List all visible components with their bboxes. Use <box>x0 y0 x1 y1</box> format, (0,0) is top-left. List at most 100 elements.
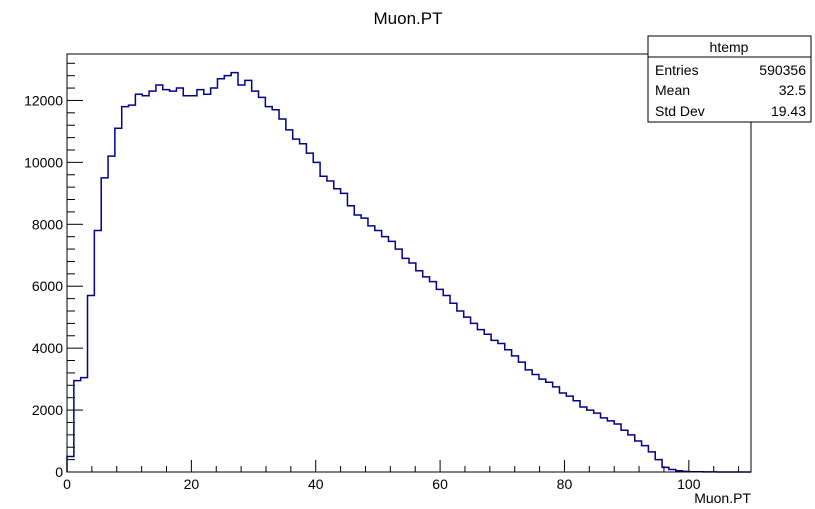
chart-title: Muon.PT <box>374 9 443 28</box>
histogram-bin <box>313 162 320 472</box>
histogram-bin <box>204 94 211 472</box>
histogram-bin <box>129 105 136 472</box>
x-tick-label: 20 <box>184 476 200 492</box>
histogram-bin <box>430 282 437 472</box>
histogram-bin <box>573 401 580 472</box>
histogram-bin <box>81 378 88 472</box>
histogram-bin <box>211 88 218 472</box>
histogram-bin <box>320 176 327 472</box>
histogram-bin <box>341 193 348 472</box>
histogram-bin <box>553 387 560 472</box>
histogram-bin <box>252 91 259 472</box>
histogram-bin <box>402 258 409 472</box>
y-tick-label: 6000 <box>32 278 63 294</box>
histogram-bin <box>505 350 512 472</box>
histogram-bin <box>388 241 395 472</box>
histogram-bin <box>512 356 519 472</box>
axes: 0 20 40 60 80 100 0 2000 4000 6000 8000 10000 12000 <box>24 62 740 492</box>
histogram-bin <box>498 344 505 472</box>
histogram-bin <box>197 90 204 472</box>
histogram-bin <box>217 79 224 472</box>
histogram-bin <box>546 382 553 472</box>
stats-label-mean: Mean <box>655 82 690 98</box>
histogram-bin <box>518 362 525 472</box>
histogram-bin <box>484 334 491 472</box>
x-tick-label: 60 <box>432 476 448 492</box>
histogram-bin <box>642 446 649 472</box>
histogram-bin <box>559 393 566 472</box>
histogram-series <box>66 71 751 473</box>
histogram-bin <box>334 189 341 472</box>
y-tick-label: 0 <box>55 464 63 480</box>
histogram-bin <box>395 249 402 472</box>
histogram-bin <box>74 381 81 472</box>
y-tick-label: 10000 <box>24 154 63 170</box>
plot-frame <box>66 53 752 473</box>
histogram-bin <box>183 96 190 472</box>
histogram-bin <box>436 289 443 472</box>
histogram-bin <box>464 317 471 472</box>
histogram-bin <box>88 296 95 472</box>
histogram-bin <box>361 218 368 472</box>
histogram-bin <box>566 396 573 472</box>
histogram-bin <box>306 153 313 472</box>
y-tick-label: 2000 <box>32 402 63 418</box>
histogram-bins <box>67 73 717 472</box>
histogram-bin <box>300 144 307 472</box>
histogram-bin <box>443 296 450 472</box>
histogram-bin <box>382 237 389 472</box>
histogram-bin <box>471 323 478 472</box>
histogram-bin <box>525 370 532 472</box>
histogram-bin <box>122 107 129 472</box>
stats-value-mean: 32.5 <box>779 82 806 98</box>
stats-box: htemp Entries 590356 Mean 32.5 Std Dev 1… <box>647 35 812 123</box>
histogram-bin <box>245 80 252 472</box>
histogram-bin <box>231 73 238 472</box>
histogram-bin <box>416 271 423 472</box>
histogram-bin <box>108 156 115 472</box>
histogram-bin <box>423 277 430 472</box>
histogram-bin <box>607 421 614 472</box>
histogram-bin <box>149 91 156 472</box>
histogram-bin <box>491 340 498 472</box>
histogram-bin <box>293 139 300 472</box>
histogram-bin <box>457 311 464 472</box>
stats-box-frame <box>647 35 812 123</box>
histogram-bin <box>190 96 197 472</box>
histogram-bin <box>409 263 416 472</box>
histogram-bin <box>94 230 101 472</box>
histogram-bin <box>580 407 587 472</box>
x-axis-label: Muon.PT <box>694 490 751 506</box>
stats-value-stddev: 19.43 <box>771 103 806 119</box>
histogram-bin <box>594 413 601 472</box>
histogram-bin <box>238 85 245 472</box>
x-tick-label: 40 <box>308 476 324 492</box>
histogram-bin <box>587 410 594 472</box>
x-tick-label: 100 <box>677 476 701 492</box>
stats-value-entries: 590356 <box>759 62 806 78</box>
histogram-bin <box>327 181 334 472</box>
y-tick-label: 4000 <box>32 340 63 356</box>
histogram-bin <box>532 374 539 472</box>
histogram-bin <box>354 215 361 472</box>
histogram-bin <box>135 94 142 472</box>
histogram-bin <box>272 110 279 472</box>
histogram-bin <box>156 85 163 472</box>
stats-box-title: htemp <box>710 39 749 55</box>
histogram-bin <box>163 90 170 472</box>
histogram-bin <box>286 130 293 472</box>
x-tick-label: 0 <box>63 476 71 492</box>
histogram-bin <box>614 424 621 472</box>
histogram-bin <box>259 97 266 472</box>
histogram-bin <box>265 107 272 472</box>
histogram-bin <box>368 226 375 472</box>
stats-label-stddev: Std Dev <box>655 103 705 119</box>
y-tick-label: 8000 <box>32 216 63 232</box>
histogram-bin <box>601 418 608 472</box>
y-tick-label: 12000 <box>24 92 63 108</box>
histogram-bin <box>101 178 108 472</box>
histogram-bin <box>279 119 286 472</box>
histogram-bin <box>621 430 628 472</box>
histogram-bin <box>176 88 183 472</box>
